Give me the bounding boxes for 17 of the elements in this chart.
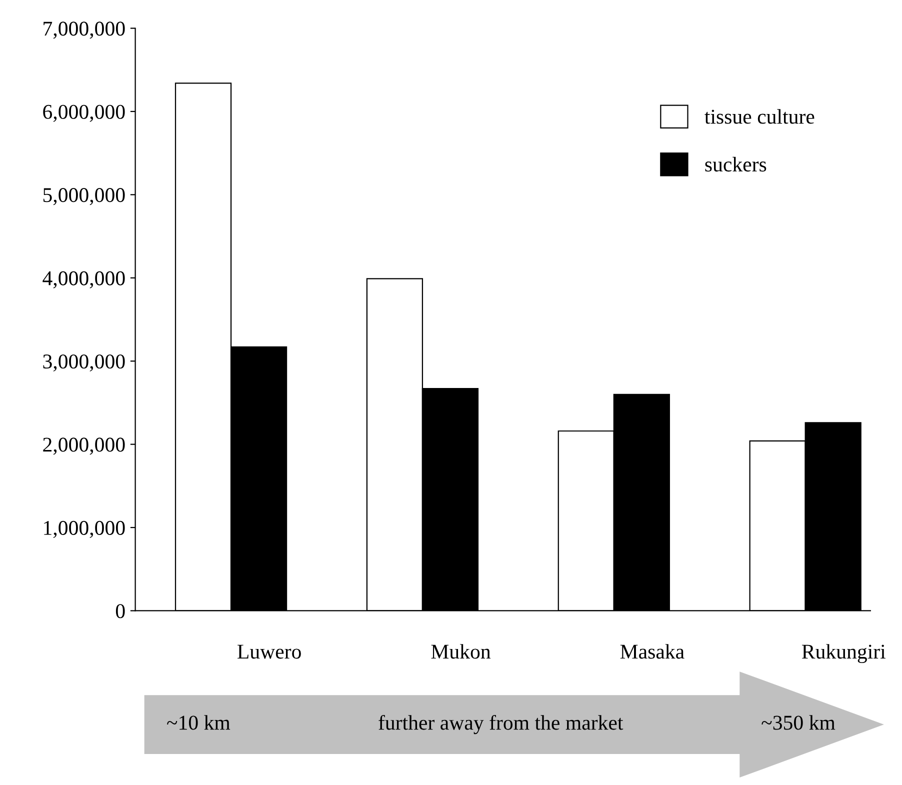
text: further away from the market [378, 714, 624, 734]
x-tick-label: Masaka [620, 644, 684, 659]
text: ~10 km [167, 715, 230, 730]
y-tick-label: 5,000,000 [43, 188, 125, 206]
legend-label: suckers [705, 156, 766, 172]
y-tick-label: 6,000,000 [43, 104, 125, 122]
text: ~350 km [762, 715, 836, 730]
x-tick-label: Luwero [238, 644, 301, 659]
y-tick-label: 4,000,000 [42, 271, 125, 288]
x-tick-label: Rukungiri [802, 644, 886, 664]
y-tick-label: 2,000,000 [43, 438, 125, 455]
legend-label: tissue culture [704, 109, 814, 124]
y-tick-label: 3,000,000 [43, 354, 125, 372]
y-tick-label: 7,000,000 [44, 22, 125, 39]
x-tick-label: Mukon [431, 644, 491, 659]
y-tick-label: 1,000,000 [44, 520, 125, 538]
y-tick-label: 0 [116, 604, 125, 618]
